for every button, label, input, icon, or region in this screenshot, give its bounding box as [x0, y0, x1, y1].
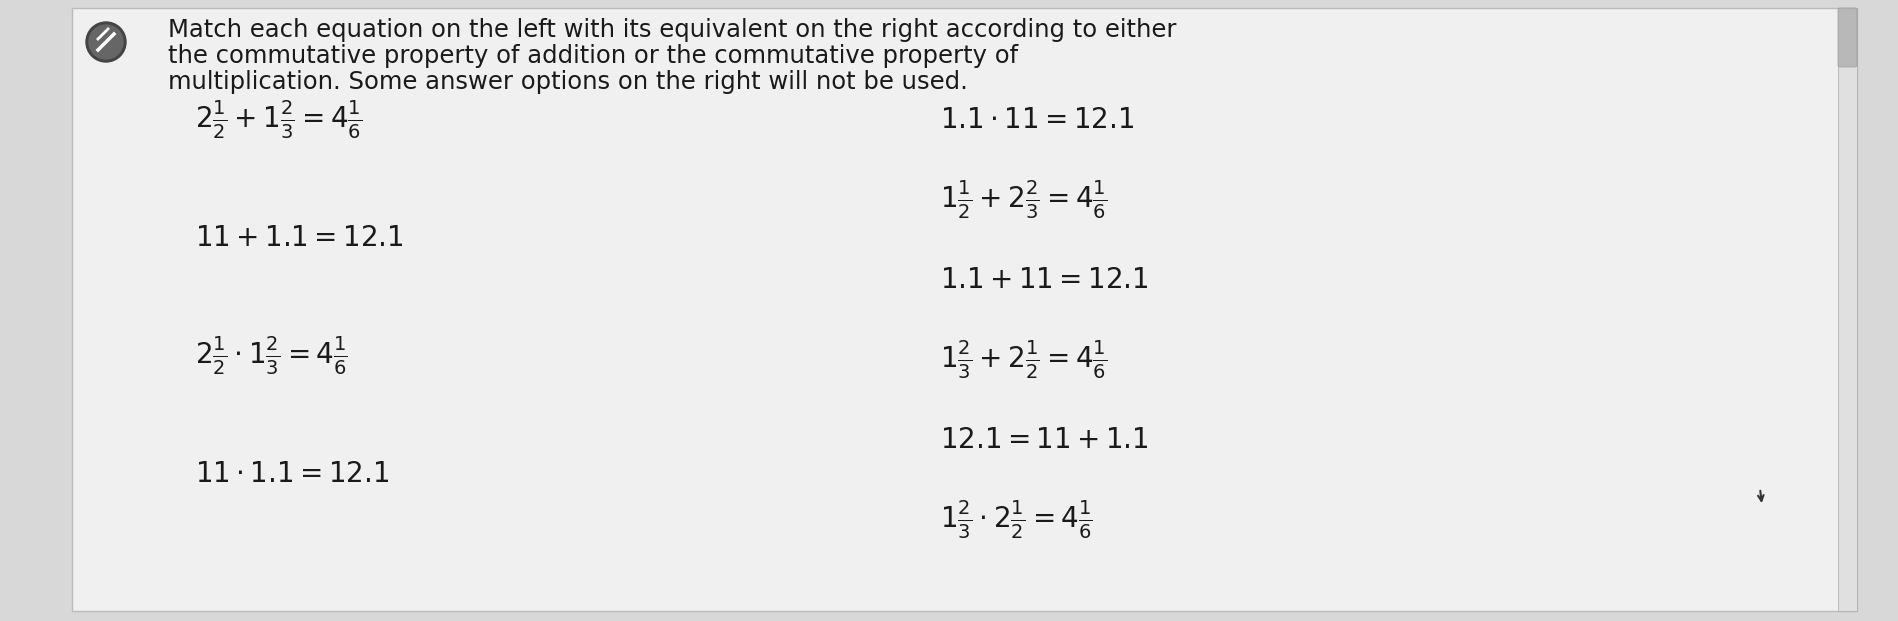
- Text: $1\frac{1}{2} + 2\frac{2}{3} = 4\frac{1}{6}$: $1\frac{1}{2} + 2\frac{2}{3} = 4\frac{1}…: [940, 179, 1107, 221]
- Text: $2\frac{1}{2} \cdot 1\frac{2}{3} = 4\frac{1}{6}$: $2\frac{1}{2} \cdot 1\frac{2}{3} = 4\fra…: [195, 335, 347, 377]
- Text: $2\frac{1}{2} + 1\frac{2}{3} = 4\frac{1}{6}$: $2\frac{1}{2} + 1\frac{2}{3} = 4\frac{1}…: [195, 99, 363, 141]
- Text: $11 + 1.1 = 12.1$: $11 + 1.1 = 12.1$: [195, 224, 404, 252]
- Text: $1\frac{2}{3} \cdot 2\frac{1}{2} = 4\frac{1}{6}$: $1\frac{2}{3} \cdot 2\frac{1}{2} = 4\fra…: [940, 499, 1091, 541]
- FancyBboxPatch shape: [72, 8, 1856, 611]
- FancyBboxPatch shape: [1837, 8, 1856, 611]
- Text: $1\frac{2}{3} + 2\frac{1}{2} = 4\frac{1}{6}$: $1\frac{2}{3} + 2\frac{1}{2} = 4\frac{1}…: [940, 339, 1107, 381]
- Text: $1.1 \cdot 11 = 12.1$: $1.1 \cdot 11 = 12.1$: [940, 106, 1133, 134]
- Text: $12.1 = 11 + 1.1$: $12.1 = 11 + 1.1$: [940, 426, 1148, 454]
- Text: the commutative property of addition or the commutative property of: the commutative property of addition or …: [167, 44, 1017, 68]
- FancyBboxPatch shape: [1837, 8, 1856, 67]
- Text: Match each equation on the left with its equivalent on the right according to ei: Match each equation on the left with its…: [167, 18, 1177, 42]
- Text: multiplication. Some answer options on the right will not be used.: multiplication. Some answer options on t…: [167, 70, 968, 94]
- Text: $11 \cdot 1.1 = 12.1$: $11 \cdot 1.1 = 12.1$: [195, 460, 389, 488]
- Text: $1.1 + 11 = 12.1$: $1.1 + 11 = 12.1$: [940, 266, 1148, 294]
- Circle shape: [85, 22, 125, 62]
- Circle shape: [89, 25, 123, 59]
